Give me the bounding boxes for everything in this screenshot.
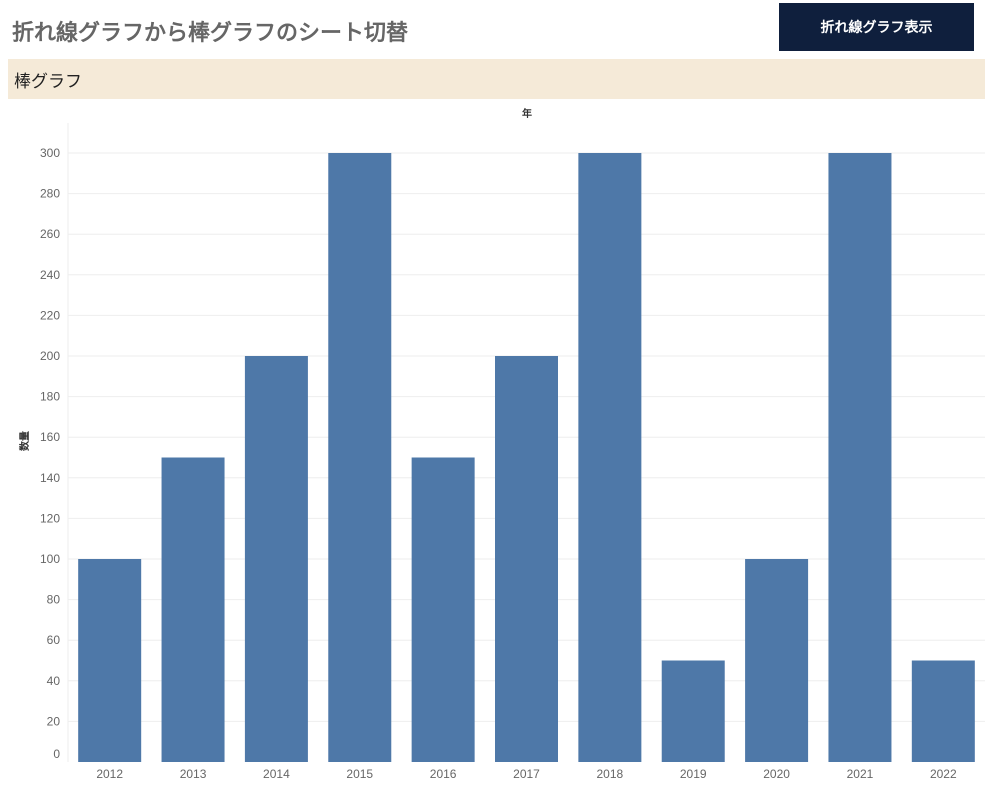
section-label: 棒グラフ [14, 72, 82, 92]
y-tick-label: 280 [40, 187, 60, 201]
bar-2019 [661, 660, 725, 762]
bar-2014 [244, 356, 308, 762]
x-tick-label: 2017 [513, 767, 540, 781]
y-tick-label: 180 [40, 390, 60, 404]
bar-2018 [578, 153, 642, 762]
y-tick-label: 40 [47, 674, 61, 688]
x-tick-label: 2021 [847, 767, 874, 781]
x-tick-label: 2016 [430, 767, 457, 781]
x-tick-label: 2020 [763, 767, 790, 781]
y-tick-label: 300 [40, 146, 60, 160]
y-tick-label: 0 [53, 747, 60, 761]
x-tick-label: 2013 [180, 767, 207, 781]
y-axis-title: 数量 [18, 431, 31, 451]
y-tick-label: 60 [47, 633, 61, 647]
y-tick-label: 260 [40, 227, 60, 241]
bar-2012 [78, 559, 142, 762]
y-tick-label: 160 [40, 430, 60, 444]
bar-2013 [161, 457, 225, 762]
page-title: 折れ線グラフから棒グラフのシート切替 [12, 21, 409, 46]
bar-2020 [745, 559, 809, 762]
y-tick-label: 240 [40, 268, 60, 282]
section-header: 棒グラフ [8, 59, 985, 99]
bars [78, 153, 975, 762]
x-tick-label: 2019 [680, 767, 707, 781]
x-axis-title: 年 [522, 107, 532, 120]
bar-2015 [328, 153, 392, 762]
bar-2021 [828, 153, 892, 762]
y-axis: 0 20 40 60 80 100 120 140 160 180 200 220 240 260 280 3… [40, 146, 60, 761]
x-tick-label: 2018 [597, 767, 624, 781]
y-tick-label: 140 [40, 471, 60, 485]
x-tick-label: 2014 [263, 767, 290, 781]
x-tick-label: 2022 [930, 767, 957, 781]
y-tick-label: 220 [40, 308, 60, 322]
y-tick-label: 120 [40, 511, 60, 525]
bar-2022 [911, 660, 975, 762]
y-tick-label: 200 [40, 349, 60, 363]
x-axis: 2012 2013 2014 2015 2016 2017 2018 2019 2020 2021… [96, 767, 957, 781]
bar-2016 [411, 457, 475, 762]
y-tick-label: 20 [47, 714, 61, 728]
x-tick-label: 2012 [96, 767, 123, 781]
y-tick-label: 100 [40, 552, 60, 566]
y-tick-label: 80 [47, 593, 61, 607]
bar-2017 [495, 356, 558, 762]
x-tick-label: 2015 [346, 767, 373, 781]
show-line-chart-button[interactable]: 折れ線グラフ表示 [779, 3, 974, 51]
